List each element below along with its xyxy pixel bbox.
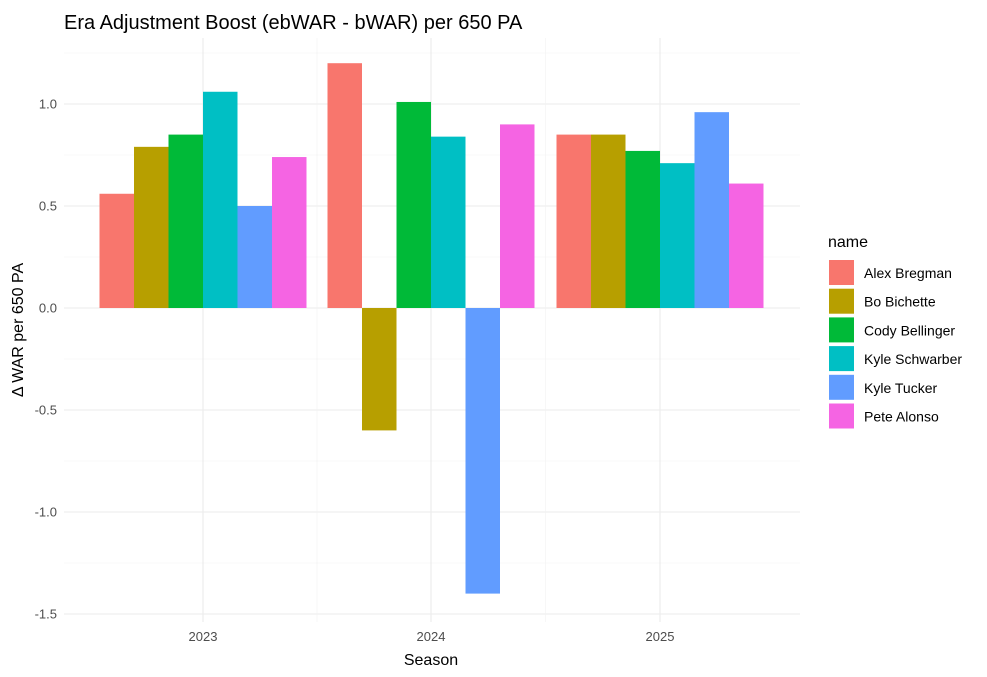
bar-kyle-tucker-2025: [694, 112, 729, 308]
legend-label-cody-bellinger: Cody Bellinger: [864, 322, 955, 338]
bars: [99, 63, 764, 594]
bar-bo-bichette-2023: [134, 146, 169, 308]
y-tick-label: -1.5: [35, 607, 57, 622]
legend-label-pete-alonso: Pete Alonso: [864, 409, 939, 425]
legend-title: name: [828, 234, 868, 251]
y-axis-title: Δ WAR per 650 PA: [10, 263, 27, 398]
bar-pete-alonso-2023: [272, 157, 307, 308]
y-tick-label: 0.5: [39, 199, 57, 214]
bar-alex-bregman-2023: [99, 193, 134, 308]
legend-key-alex-bregman: [829, 260, 854, 285]
legend-key-kyle-schwarber: [829, 346, 854, 372]
bar-kyle-tucker-2023: [237, 206, 272, 308]
legend-label-kyle-schwarber: Kyle Schwarber: [864, 351, 962, 367]
bar-alex-bregman-2024: [327, 63, 362, 309]
bar-bo-bichette-2024: [362, 308, 397, 431]
legend-key-cody-bellinger: [829, 317, 854, 343]
legend-key-pete-alonso: [829, 403, 854, 429]
x-tick-labels: 2023 2024 2025: [189, 629, 675, 644]
bar-pete-alonso-2025: [729, 183, 764, 308]
y-tick-label: 1.0: [39, 97, 57, 112]
x-tick-label: 2024: [417, 629, 446, 644]
y-tick-label: -1.0: [35, 505, 57, 520]
bar-kyle-tucker-2024: [465, 308, 500, 594]
chart-title: Era Adjustment Boost (ebWAR - bWAR) per …: [64, 12, 523, 34]
x-tick-label: 2023: [189, 629, 218, 644]
y-tick-label: -0.5: [35, 403, 57, 418]
bar-kyle-schwarber-2025: [660, 163, 695, 308]
legend-label-kyle-tucker: Kyle Tucker: [864, 380, 937, 396]
grid: [64, 38, 800, 622]
x-tick-label: 2025: [646, 629, 675, 644]
y-tick-labels: -1.5 -1.0 -0.5 0.0 0.5 1.0: [35, 97, 57, 622]
y-tick-label: 0.0: [39, 301, 57, 316]
bar-alex-bregman-2025: [556, 134, 591, 308]
legend-key-kyle-tucker: [829, 374, 854, 400]
legend-label-bo-bichette: Bo Bichette: [864, 294, 936, 310]
bar-kyle-schwarber-2024: [431, 136, 466, 308]
bar-kyle-schwarber-2023: [203, 91, 238, 308]
bar-cody-bellinger-2023: [168, 134, 203, 308]
legend-label-alex-bregman: Alex Bregman: [864, 265, 952, 281]
bar-cody-bellinger-2025: [625, 150, 660, 308]
legend: name Alex Bregman Bo Bichette Cody Belling…: [828, 234, 962, 429]
bar-cody-bellinger-2024: [396, 101, 431, 309]
bar-bo-bichette-2025: [591, 134, 626, 308]
bar-pete-alonso-2024: [500, 124, 535, 309]
legend-key-bo-bichette: [829, 288, 854, 314]
x-axis-title: Season: [404, 652, 458, 669]
